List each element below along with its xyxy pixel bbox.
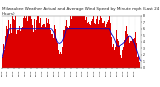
Text: Milwaukee Weather Actual and Average Wind Speed by Minute mph (Last 24 Hours): Milwaukee Weather Actual and Average Win… [2,7,159,16]
